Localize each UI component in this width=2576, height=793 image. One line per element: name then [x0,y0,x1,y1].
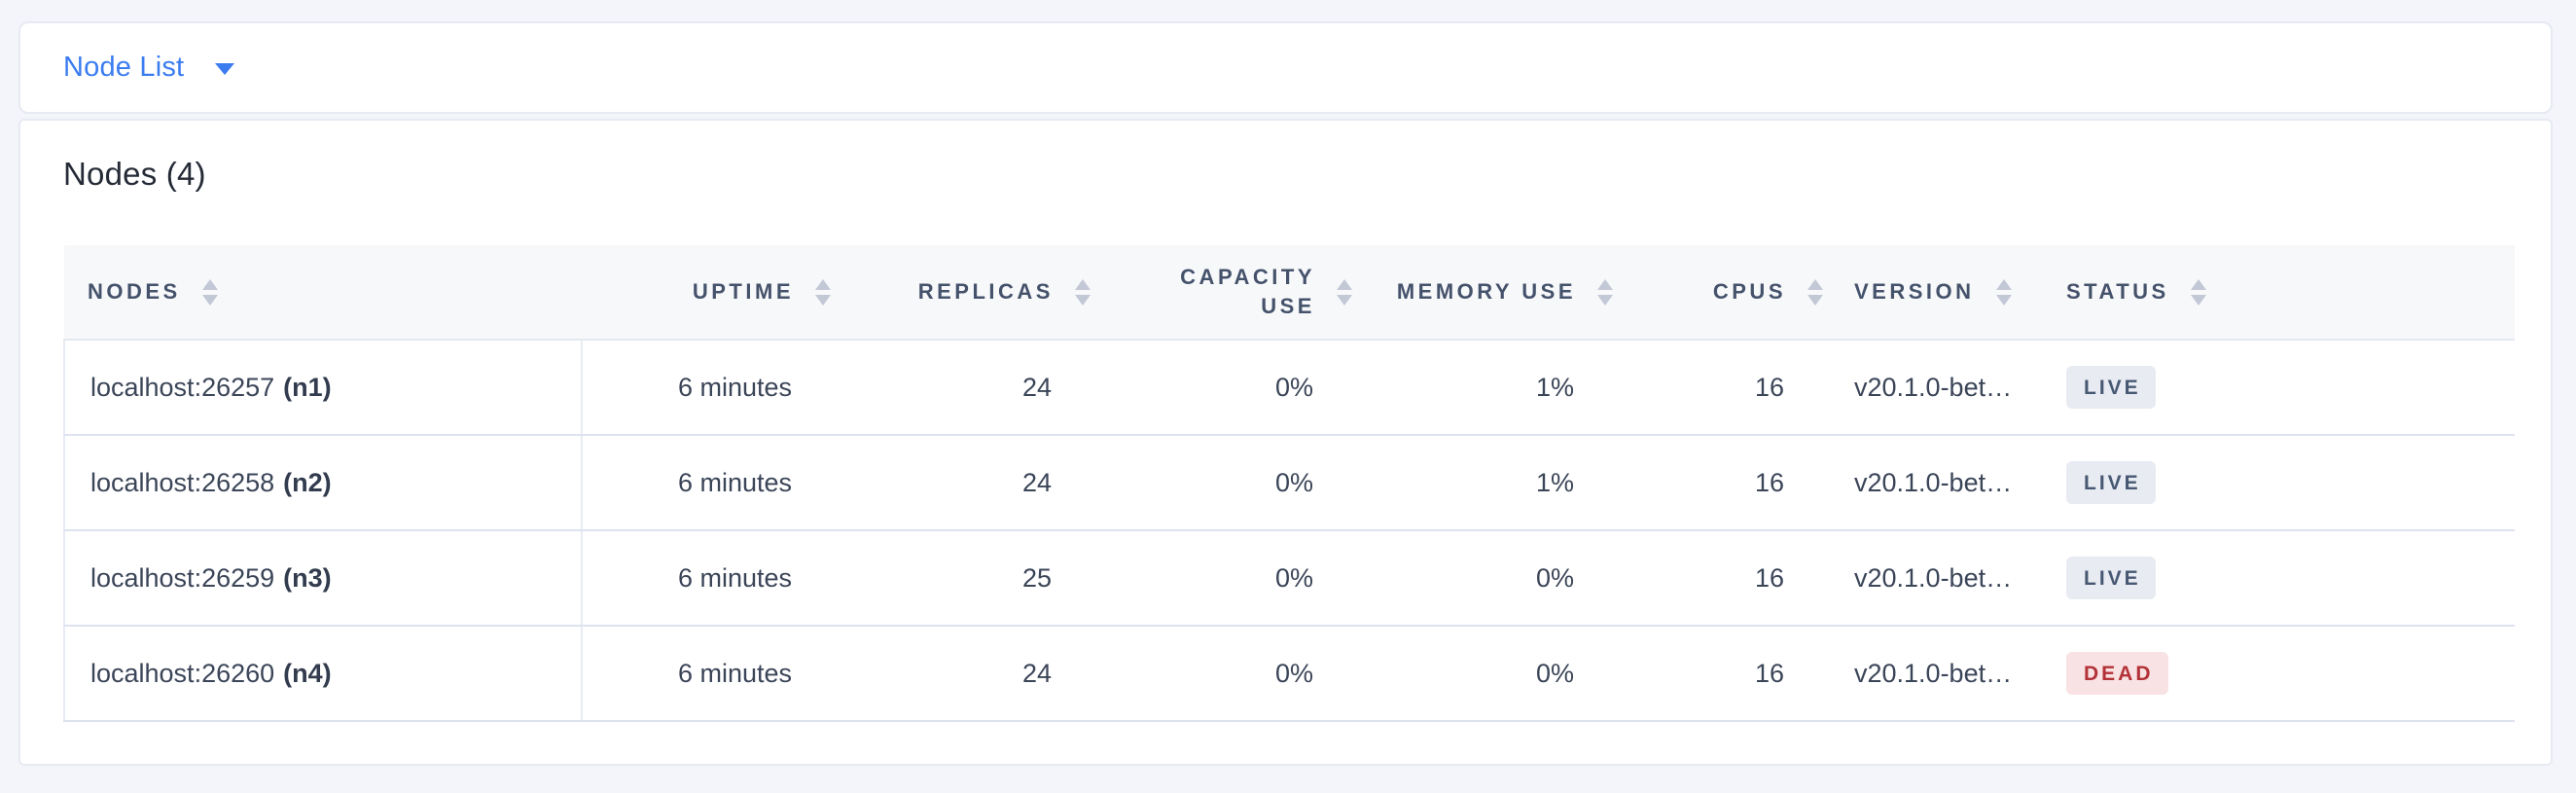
version-cell: v20.1.0-bet… [1825,530,2037,627]
uptime-cell: 6 minutes [582,626,833,722]
status-cell: LIVE [2037,530,2515,627]
node-list-dropdown-label: Node List [63,52,185,83]
node-address[interactable]: localhost:26260 [90,658,275,688]
status-badge: LIVE [2066,461,2156,504]
column-header-label: CAPACITY USE [1180,265,1315,318]
column-header-label: MEMORY USE [1396,279,1576,304]
node-address[interactable]: localhost:26259 [90,562,275,593]
column-header-status[interactable]: STATUS [2037,245,2515,341]
table-header-row: NODES UPTIME REPLICAS CAPACITY USE MEMOR… [64,245,2515,341]
cpus-cell: 16 [1615,530,1825,627]
memory-use-cell: 0% [1354,626,1615,722]
replicas-cell: 24 [833,435,1092,531]
column-header-nodes[interactable]: NODES [64,245,582,341]
sort-arrows-icon [815,278,831,306]
node-list-dropdown[interactable]: Node List [63,52,235,84]
column-header-label: STATUS [2066,279,2169,304]
node-address[interactable]: localhost:26257 [90,372,275,402]
column-header-label: VERSION [1854,279,1975,304]
cpus-cell: 16 [1615,340,1825,436]
uptime-cell: 6 minutes [582,340,833,436]
sort-arrows-icon [1807,278,1823,306]
memory-use-cell: 0% [1354,530,1615,627]
node-name-cell[interactable]: localhost:26259 (n3) [63,530,583,627]
table-row: localhost:26259 (n3) 6 minutes 25 0% 0% 1… [63,530,2515,627]
table-row: localhost:26260 (n4) 6 minutes 24 0% 0% 1… [63,626,2515,722]
status-badge: LIVE [2066,557,2156,599]
version-cell: v20.1.0-bet… [1825,340,2037,436]
version-cell: v20.1.0-bet… [1825,435,2037,531]
column-header-label: NODES [88,279,181,304]
capacity-use-cell: 0% [1092,530,1354,627]
column-header-capacity-use[interactable]: CAPACITY USE [1092,245,1354,341]
capacity-use-cell: 0% [1092,340,1354,436]
uptime-cell: 6 minutes [582,530,833,627]
node-id: (n4) [283,658,332,688]
column-header-version[interactable]: VERSION [1825,245,2037,341]
node-id: (n1) [283,372,332,402]
nodes-card: Nodes (4) NODES UPTIME REPLICAS [18,119,2553,766]
capacity-use-cell: 0% [1092,626,1354,722]
table-row: localhost:26258 (n2) 6 minutes 24 0% 1% 1… [63,435,2515,531]
column-header-label: CPUS [1712,279,1786,304]
column-header-memory-use[interactable]: MEMORY USE [1354,245,1615,341]
nodes-table: NODES UPTIME REPLICAS CAPACITY USE MEMOR… [63,245,2515,722]
column-header-replicas[interactable]: REPLICAS [833,245,1092,341]
sort-arrows-icon [1597,278,1613,306]
replicas-cell: 24 [833,626,1092,722]
column-header-label: UPTIME [692,279,794,304]
view-selector-bar: Node List [18,21,2553,114]
replicas-cell: 25 [833,530,1092,627]
column-header-uptime[interactable]: UPTIME [582,245,833,341]
cpus-cell: 16 [1615,626,1825,722]
node-name-cell[interactable]: localhost:26260 (n4) [63,626,583,722]
chevron-down-icon [215,63,235,75]
capacity-use-cell: 0% [1092,435,1354,531]
table-row: localhost:26257 (n1) 6 minutes 24 0% 1% 1… [63,340,2515,436]
status-cell: DEAD [2037,626,2515,722]
sort-arrows-icon [201,278,218,306]
node-address[interactable]: localhost:26258 [90,467,275,497]
node-name-cell[interactable]: localhost:26258 (n2) [63,435,583,531]
node-id: (n2) [283,467,332,497]
node-name-cell[interactable]: localhost:26257 (n1) [63,340,583,436]
status-badge: LIVE [2066,366,2156,409]
uptime-cell: 6 minutes [582,435,833,531]
column-header-label: REPLICAS [917,279,1054,304]
node-id: (n3) [283,562,332,593]
page-title: Nodes (4) [63,156,206,192]
sort-arrows-icon [2190,278,2206,306]
sort-arrows-icon [1995,278,2012,306]
cpus-cell: 16 [1615,435,1825,531]
replicas-cell: 24 [833,340,1092,436]
status-cell: LIVE [2037,435,2515,531]
status-badge: DEAD [2066,652,2168,695]
column-header-cpus[interactable]: CPUS [1615,245,1825,341]
version-cell: v20.1.0-bet… [1825,626,2037,722]
memory-use-cell: 1% [1354,340,1615,436]
sort-arrows-icon [1337,278,1352,306]
status-cell: LIVE [2037,340,2515,436]
memory-use-cell: 1% [1354,435,1615,531]
sort-arrows-icon [1075,278,1091,306]
